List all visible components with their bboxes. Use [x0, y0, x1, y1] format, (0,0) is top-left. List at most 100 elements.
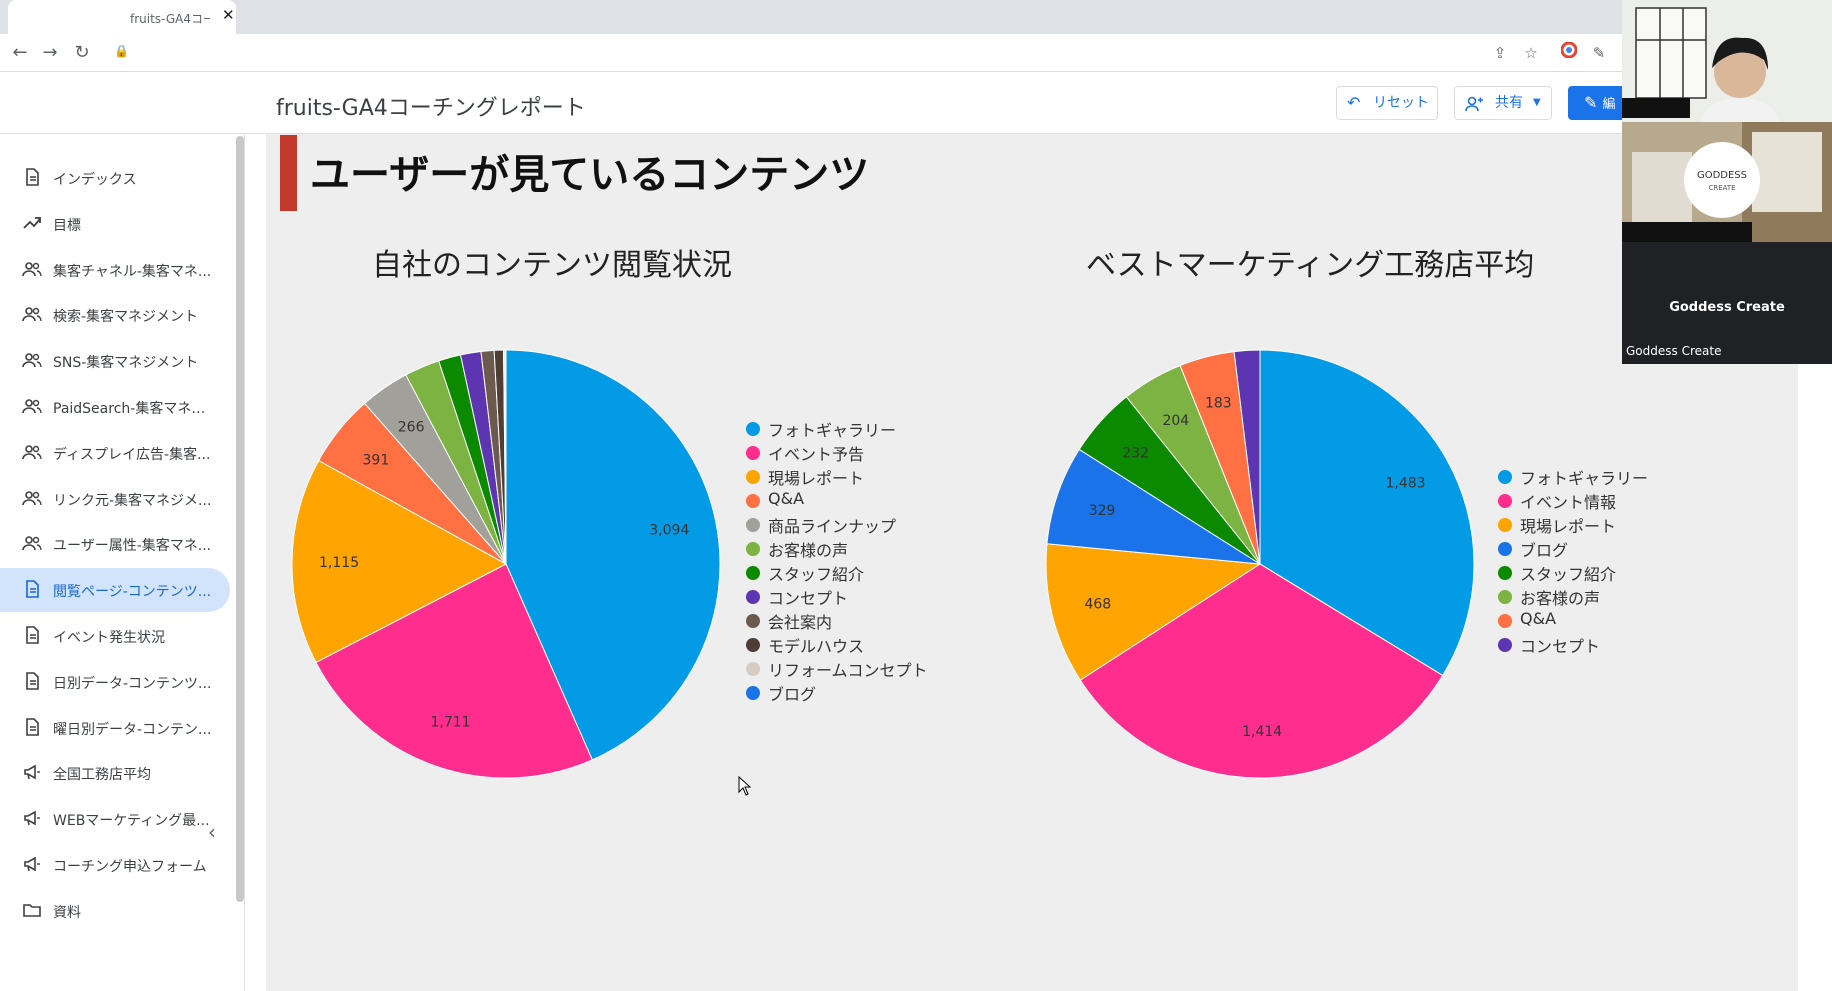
trending-up-icon: [22, 213, 44, 235]
legend-swatch: [1498, 614, 1512, 628]
pie-slice[interactable]: [1046, 448, 1261, 565]
sidebar-item-label: インデックス: [53, 172, 137, 188]
pie-data-label: 183: [1205, 395, 1232, 411]
legend-label: コンセプト: [768, 589, 849, 608]
legend-label: Q&A: [768, 489, 805, 508]
sidebar-scrollbar[interactable]: [236, 136, 244, 902]
legend-label: モデルハウス: [768, 637, 865, 656]
back-icon[interactable]: ←: [12, 42, 28, 63]
collapse-sidebar-icon[interactable]: ‹: [208, 820, 216, 844]
people-icon: [22, 396, 44, 418]
address-bar[interactable]: 🔒: [106, 39, 1576, 67]
sidebar-item[interactable]: SNS-集客マネジメント: [0, 339, 230, 383]
people-icon: [22, 304, 44, 326]
legend-label: リフォームコンセプト: [768, 661, 928, 680]
pie-slice[interactable]: [1259, 349, 1475, 677]
report-title: fruits-GA4コーチングレポート: [276, 96, 586, 121]
pie-chart-average[interactable]: 1,483 1,414 468 329 232 204 183: [1040, 344, 1480, 784]
eyedropper-icon[interactable]: ✎: [1592, 44, 1606, 62]
sidebar-item[interactable]: PaidSearch-集客マネジ...: [0, 385, 230, 429]
sidebar-item[interactable]: 資料: [0, 889, 230, 933]
share-page-icon[interactable]: ⇪: [1493, 44, 1507, 62]
tab-title: fruits-GA4コーチ: [130, 12, 210, 26]
legend-swatch: [746, 422, 760, 436]
pie-slice[interactable]: [504, 349, 507, 565]
sidebar-item-label: 集客チャネル-集客マネ...: [53, 263, 212, 280]
sidebar-item[interactable]: ディスプレイ広告-集客...: [0, 431, 230, 475]
sidebar-item[interactable]: 目標: [0, 202, 230, 246]
browser-toolbar: ← → ↻ 🔒 ⇪ ☆ ✎: [0, 34, 1832, 72]
sidebar-item[interactable]: イベント発生状況: [0, 614, 230, 658]
sidebar-item[interactable]: リンク元-集客マネジメ...: [0, 477, 230, 521]
sidebar-item[interactable]: コーチング申込フォーム: [0, 843, 230, 887]
edit-label: 編: [1602, 97, 1616, 112]
legend-swatch: [746, 566, 760, 580]
chart-title-own: 自社のコンテンツ閲覧状況: [372, 248, 732, 283]
legend-label: イベント予告: [768, 445, 865, 464]
participant-video-2[interactable]: GODDESS CREATE: [1622, 122, 1832, 242]
participant-name-label: Goddess Create: [1626, 344, 1722, 358]
legend-label: お客様の声: [768, 541, 849, 560]
legend-label: フォトギャラリー: [1520, 469, 1649, 488]
sidebar-item-label: 日別データ-コンテンツ...: [53, 675, 212, 692]
pie-data-label: 468: [1084, 597, 1111, 613]
sidebar-item-label: WEBマーケティング最...: [53, 813, 210, 830]
sidebar-item[interactable]: 集客チャネル-集客マネ...: [0, 248, 230, 292]
undo-icon: ↶: [1347, 93, 1361, 112]
page-icon: [22, 717, 44, 739]
pie-slice[interactable]: [291, 459, 508, 664]
sidebar-item[interactable]: WEBマーケティング最...: [0, 797, 230, 841]
pie-chart-own[interactable]: 3,094 1,711 1,115 391 266: [286, 344, 726, 784]
legend-label: Q&A: [1520, 609, 1557, 628]
sidebar-item-label: 検索-集客マネジメント: [53, 309, 199, 326]
section-title: ユーザーが見ているコンテンツ: [310, 152, 870, 198]
pie-slice[interactable]: [1233, 349, 1261, 565]
page-icon: [22, 671, 44, 693]
logo-text-1: GODDESS: [1697, 170, 1747, 181]
mouse-cursor-icon: [738, 776, 752, 796]
sidebar-item-label: 資料: [53, 904, 81, 921]
share-button[interactable]: 共有 ▼: [1454, 86, 1552, 120]
browser-tab[interactable]: fruits-GA4コーチ ✕: [8, 0, 236, 34]
sidebar-item[interactable]: 閲覧ページ-コンテンツ...: [0, 568, 230, 613]
participant-video-1[interactable]: [1622, 0, 1832, 122]
legend-swatch: [1498, 590, 1512, 604]
sidebar-item[interactable]: ユーザー属性-集客マネ...: [0, 522, 230, 566]
sidebar-item-label: ディスプレイ広告-集客...: [53, 446, 211, 463]
legend-label: 商品ラインナップ: [768, 517, 897, 536]
legend-label: お客様の声: [1520, 589, 1601, 608]
sidebar-item-label: SNS-集客マネジメント: [53, 355, 199, 372]
tab-close-icon[interactable]: ✕: [222, 6, 235, 24]
page-icon: [22, 625, 44, 647]
sidebar-item-label: リンク元-集客マネジメ...: [53, 492, 212, 509]
pie-slice[interactable]: [1045, 543, 1262, 681]
sidebar-item[interactable]: 曜日別データ-コンテン...: [0, 706, 230, 750]
reload-icon[interactable]: ↻: [74, 42, 90, 63]
sidebar-item[interactable]: 全国工務店平均: [0, 751, 230, 795]
legend-swatch: [1498, 470, 1512, 484]
pie-data-label: 1,115: [319, 555, 359, 571]
participant-tile-3[interactable]: Goddess Create Goddess Create: [1622, 248, 1832, 364]
folder-icon: [22, 900, 44, 922]
pie-slice[interactable]: [505, 349, 721, 761]
extension-icon[interactable]: [1558, 41, 1580, 64]
reset-button[interactable]: ↶ リセット: [1336, 86, 1438, 120]
logo-text-2: CREATE: [1708, 184, 1735, 192]
sidebar-item[interactable]: 検索-集客マネジメント: [0, 293, 230, 337]
legend-label: スタッフ紹介: [1520, 565, 1617, 584]
legend-swatch: [746, 686, 760, 700]
share-dropdown-icon[interactable]: ▼: [1533, 97, 1541, 108]
video-call-panel: GODDESS CREATE Goddess Create Goddess Cr…: [1622, 0, 1832, 364]
forward-icon[interactable]: →: [42, 42, 58, 63]
megaphone-icon: [22, 808, 44, 830]
bookmark-star-icon[interactable]: ☆: [1524, 44, 1538, 62]
pie-slice[interactable]: [1079, 563, 1444, 779]
sidebar-item[interactable]: 日別データ-コンテンツ...: [0, 660, 230, 704]
legend-label: フォトギャラリー: [768, 421, 897, 440]
sidebar-item-label: 全国工務店平均: [53, 767, 151, 784]
chart-title-average: ベストマーケティング工務店平均: [1086, 248, 1535, 283]
sidebar-item[interactable]: インデックス: [0, 156, 230, 200]
section-accent-bar: [280, 135, 297, 211]
pie-slice[interactable]: [315, 563, 593, 779]
people-icon: [22, 488, 44, 510]
